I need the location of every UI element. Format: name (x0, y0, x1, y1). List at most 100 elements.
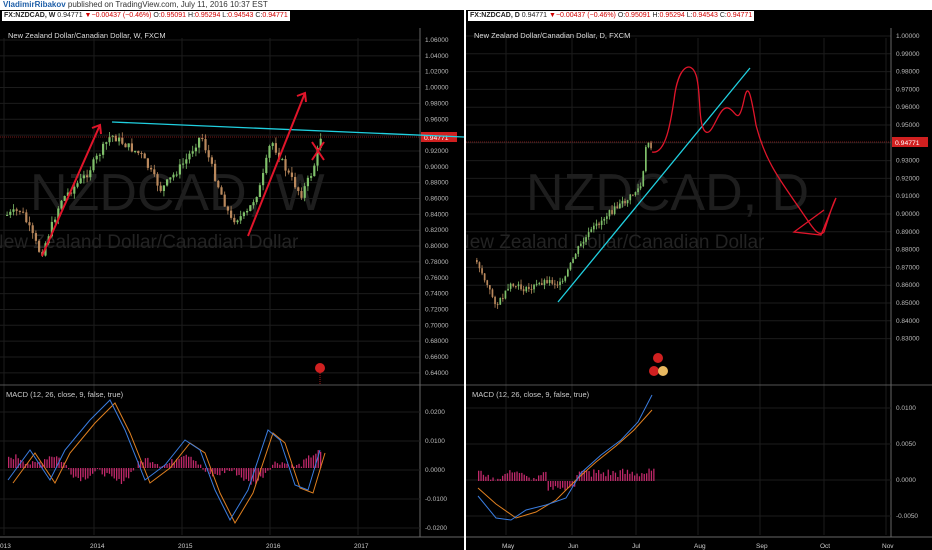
macd-hist-bar (130, 468, 132, 473)
candle-body (621, 201, 624, 204)
macd-hist-bar (296, 464, 298, 468)
candle-body (528, 286, 530, 290)
price-tick-label: 0.92000 (896, 175, 920, 182)
macd-hist-bar (480, 470, 482, 481)
support-trendline (557, 67, 751, 303)
candle-body (194, 147, 197, 152)
macd-hist-bar (267, 468, 269, 471)
macd-hist-bar (499, 479, 501, 481)
macd-hist-bar (612, 470, 614, 481)
macd-hist-bar (607, 469, 609, 481)
down-arrow-icon: ▼ (84, 12, 92, 19)
macd-hist-bar (156, 463, 159, 468)
macd-hist-bar (566, 481, 569, 489)
macd-hist-bar (248, 468, 250, 482)
symbol-label: FX:NZDCAD, W (4, 12, 56, 19)
candle-body (182, 163, 185, 165)
macd-hist-bar (511, 472, 513, 481)
candle-body (102, 143, 105, 155)
macd-hist-bar (12, 459, 15, 468)
macd-hist-bar (41, 463, 43, 468)
macd-hist-bar (557, 481, 559, 488)
macd-hist-bar (255, 468, 257, 485)
candle-body (92, 159, 95, 171)
macd-histogram (478, 468, 655, 491)
macd-hist-bar (137, 461, 139, 468)
candle-body (15, 209, 18, 211)
candle-body (265, 157, 268, 174)
candle-body (28, 222, 31, 226)
symbol-watermark: NZDCAD, D (526, 164, 809, 222)
candle-body (255, 197, 258, 203)
daily-chart-panel[interactable]: NZDCAD, D New Zealand Dollar/Canadian Dol… (466, 10, 932, 550)
macd-hist-bar (281, 462, 283, 468)
high-value: 0.95294 (659, 12, 685, 19)
macd-hist-bar (48, 456, 51, 468)
macd-hist-bar (101, 468, 103, 475)
candle-body (650, 142, 652, 149)
candle-body (178, 164, 181, 175)
macd-tick-label: 0.0200 (425, 409, 445, 416)
candle-body (111, 135, 114, 138)
time-tick-label: Sep (756, 543, 768, 550)
macd-hist-bar (554, 481, 557, 487)
price-tick-label: 0.88000 (425, 180, 449, 187)
macd-hist-bar (70, 468, 72, 475)
close-label: C: (719, 12, 727, 19)
macd-hist-bar (113, 468, 115, 479)
candle-body (541, 283, 543, 286)
macd-tick-label: 0.0000 (896, 477, 916, 484)
price-tick-label: 0.89000 (896, 229, 920, 236)
weekly-chart-panel[interactable]: NZDCAD, W New Zealand Dollar/Canadian Dol… (0, 10, 464, 550)
macd-hist-bar (195, 461, 197, 468)
candle-body (595, 223, 598, 226)
macd-hist-bar (147, 457, 149, 468)
macd-hist-bar (535, 479, 537, 481)
macd-hist-bar (509, 470, 511, 481)
price-tick-label: 0.76000 (425, 275, 449, 282)
candle-body (226, 206, 229, 211)
macd-hist-bar (89, 468, 91, 476)
candle-body (530, 289, 533, 291)
price-tag-label: 0.94771 (424, 135, 449, 142)
candle-body (489, 285, 491, 290)
price-tick-label: 0.86000 (896, 282, 920, 289)
macd-hist-bar (286, 463, 288, 468)
macd-hist-bar (600, 473, 602, 481)
time-tick-label: 2015 (178, 543, 193, 550)
macd-signal-line (12, 402, 326, 525)
macd-hist-bar (221, 468, 223, 471)
time-tick-label: Jul (632, 543, 641, 550)
candle-body (572, 258, 574, 263)
candle-body (73, 186, 76, 194)
macd-hist-bar (192, 460, 195, 468)
candle-body (172, 174, 175, 178)
macd-hist-bar (497, 478, 499, 481)
macd-hist-bar (528, 477, 530, 481)
macd-hist-bar (602, 472, 605, 481)
price-tick-label: 0.85000 (896, 300, 920, 307)
chart-title: New Zealand Dollar/Canadian Dollar, W, F… (8, 31, 166, 40)
event-flag-icon (653, 353, 663, 363)
candle-body (156, 174, 159, 186)
candle-body (483, 273, 486, 281)
author-link[interactable]: VladimirRibakov (3, 0, 66, 9)
candle-body (600, 220, 603, 226)
candle-body (637, 188, 639, 193)
macd-hist-bar (564, 481, 566, 491)
macd-hist-bar (233, 468, 235, 470)
macd-hist-bar (243, 468, 245, 481)
event-flag-icon (649, 366, 659, 376)
cross-mark-icon (311, 141, 325, 161)
price-tick-label: 0.72000 (425, 306, 449, 313)
candle-body (520, 284, 522, 290)
candle-body (6, 214, 9, 216)
macd-title: MACD (12, 26, close, 9, false, true) (472, 390, 590, 399)
macd-hist-bar (514, 472, 516, 481)
candle-body (603, 218, 606, 221)
high-label: H: (188, 12, 196, 19)
macd-hist-bar (60, 461, 63, 468)
candle-body (89, 170, 92, 178)
macd-hist-bar (619, 470, 621, 481)
macd-title: MACD (12, 26, close, 9, false, true) (6, 390, 124, 399)
